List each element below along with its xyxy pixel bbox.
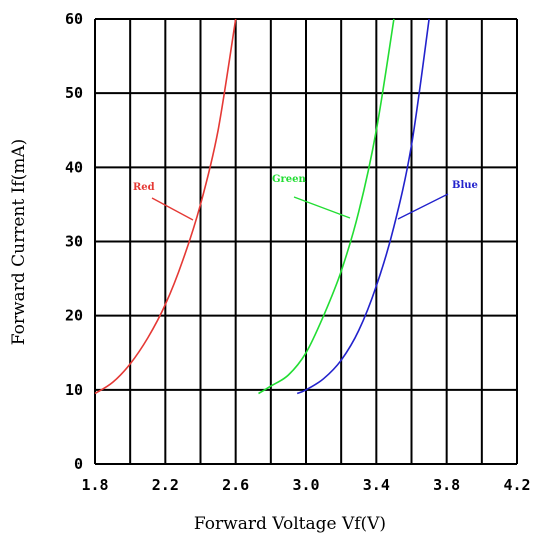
blue-label-leader <box>397 193 449 220</box>
x-axis-title: Forward Voltage Vf(V) <box>194 514 386 534</box>
x-tick-label: 1.8 <box>81 476 108 494</box>
blue-series-label: Blue <box>452 180 478 191</box>
green-label-leader <box>293 196 351 219</box>
y-tick-label: 10 <box>65 381 83 399</box>
y-tick-label: 60 <box>65 10 83 28</box>
x-tick-label: 4.2 <box>503 476 530 494</box>
tick-label-layer: 1.8 2.2 2.6 3.0 3.4 3.8 4.2 0 10 20 30 40 50 60 <box>65 10 531 494</box>
blue-series-line <box>296 18 430 395</box>
red-label-leader <box>151 197 194 221</box>
x-tick-label: 3.4 <box>363 476 390 494</box>
y-axis-title: Forward Current If(mA) <box>9 139 29 345</box>
x-tick-label: 2.2 <box>152 476 179 494</box>
y-tick-label: 0 <box>74 455 83 473</box>
y-tick-label: 50 <box>65 84 83 102</box>
y-tick-label: 30 <box>65 233 83 251</box>
y-tick-label: 20 <box>65 307 83 325</box>
y-tick-label: 40 <box>65 158 83 176</box>
red-series-label: Red <box>133 182 155 193</box>
green-series-line <box>258 18 395 395</box>
series-layer <box>94 18 430 395</box>
red-series-line <box>94 18 237 395</box>
series-label-layer: Red Green Blue <box>133 174 478 221</box>
x-tick-label: 3.0 <box>292 476 319 494</box>
x-tick-label: 3.8 <box>433 476 460 494</box>
x-tick-label: 2.6 <box>222 476 249 494</box>
grid-lines <box>94 18 518 465</box>
green-series-label: Green <box>272 174 307 185</box>
